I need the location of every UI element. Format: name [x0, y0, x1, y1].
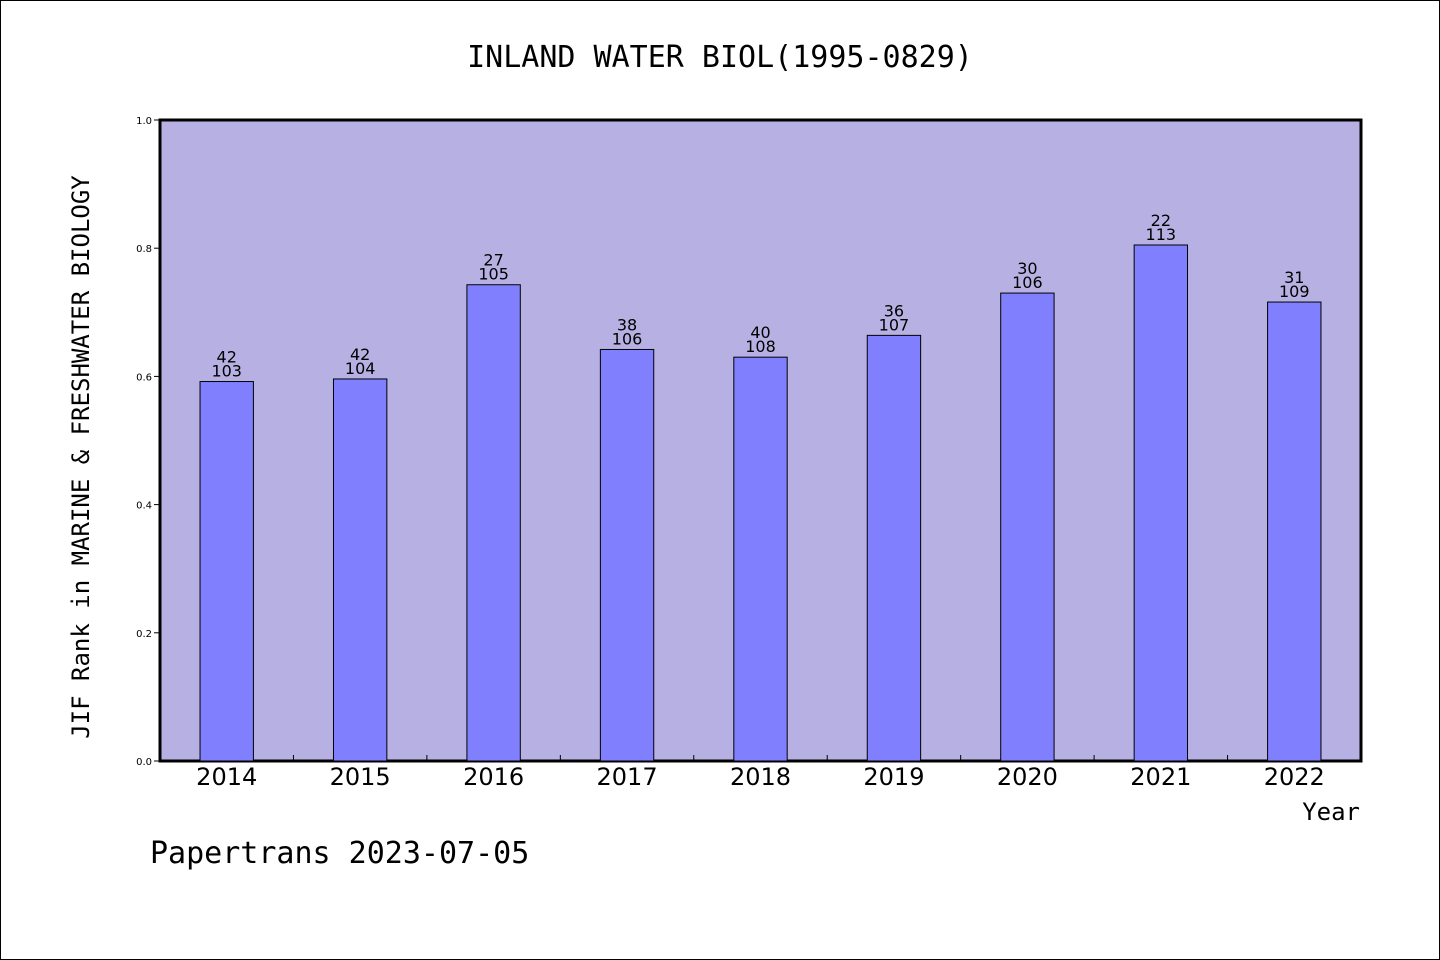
y-tick-label: 0.8 — [136, 244, 152, 255]
bar-2020 — [1000, 292, 1055, 762]
rank-label: 36 — [884, 301, 904, 320]
total-label: 106 — [1012, 273, 1043, 292]
total-label: 103 — [211, 362, 242, 381]
x-tick-label: 2014 — [196, 763, 257, 791]
x-tick-label: 2022 — [1264, 763, 1325, 791]
total-label: 106 — [612, 329, 643, 348]
x-tick-label: 2015 — [330, 763, 391, 791]
y-axis: 0.0 0.2 0.4 0.6 0.8 1.0 — [136, 116, 160, 768]
y-tick-label: 0.4 — [136, 501, 152, 512]
total-label: 113 — [1146, 225, 1177, 244]
rank-label: 27 — [483, 251, 503, 270]
x-tick-label: 2021 — [1130, 763, 1191, 791]
x-tick-label: 2018 — [730, 763, 791, 791]
total-label: 107 — [879, 315, 910, 334]
bar-2019 — [866, 334, 922, 762]
rank-label: 38 — [617, 315, 637, 334]
x-tick-label: 2017 — [597, 763, 658, 791]
total-label: 104 — [345, 359, 376, 378]
bar-2018 — [733, 356, 788, 762]
x-axis: 2014 2015 2016 2017 2018 2019 2020 2021 2022 — [196, 755, 1325, 791]
x-axis-label: Year — [1302, 798, 1360, 826]
bar-2021 — [1133, 244, 1189, 762]
bar-series — [199, 244, 1322, 762]
y-tick-label: 0.2 — [136, 629, 152, 640]
rank-label: 31 — [1284, 268, 1304, 287]
bar-2015 — [332, 378, 388, 762]
footer-credit: Papertrans 2023-07-05 — [150, 836, 529, 871]
bar-2014 — [199, 381, 254, 762]
rank-label: 22 — [1151, 211, 1171, 230]
rank-label: 42 — [217, 348, 237, 367]
bar-2016 — [466, 284, 521, 762]
y-tick-label: 0.6 — [136, 372, 152, 383]
total-label: 105 — [478, 265, 509, 284]
bar-2017 — [599, 348, 655, 762]
y-axis-label: JIF Rank in MARINE & FRESHWATER BIOLOGY — [67, 175, 95, 739]
rank-label: 30 — [1017, 259, 1037, 278]
y-tick-label: 0.0 — [136, 757, 152, 768]
x-tick-label: 2019 — [863, 763, 924, 791]
x-tick-label: 2016 — [463, 763, 524, 791]
rank-label: 42 — [350, 345, 370, 364]
total-label: 109 — [1279, 282, 1310, 301]
y-tick-label: 1.0 — [136, 116, 152, 127]
bar-2022 — [1267, 301, 1322, 762]
rank-label: 40 — [750, 323, 770, 342]
chart-title: INLAND WATER BIOL(1995-0829) — [467, 40, 973, 75]
total-label: 108 — [745, 337, 776, 356]
x-tick-label: 2020 — [997, 763, 1058, 791]
